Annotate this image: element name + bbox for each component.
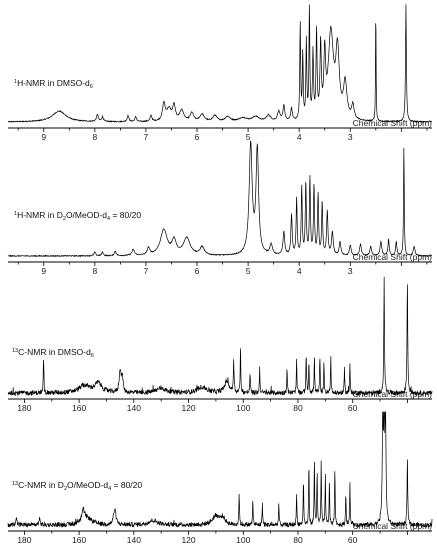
x-tick-label: 60 [348,403,358,413]
spectrum-trace [7,276,433,397]
spectrum-label: 1H-NMR in DMSO-d6 [14,78,93,90]
x-tick-label: 6 [195,266,200,276]
spectrum-label: 13C-NMR in DMSO-d6 [12,347,94,359]
x-tick-label: 8 [92,132,97,142]
x-tick-label: 8 [92,266,97,276]
x-tick-label: 140 [127,403,141,413]
x-tick-label: 120 [181,535,195,545]
x-tick-label: 3 [348,132,353,142]
x-tick-label: 160 [72,403,86,413]
x-axis-title: Chemical Shift (ppm) [353,521,433,531]
x-tick-label: 180 [17,535,31,545]
x-tick-label: 100 [236,535,250,545]
x-tick-label: 140 [127,535,141,545]
spectrum-panel-4: 180 160 140 120 100 80 60 Chemical Shift (ppm) 1… [7,411,433,545]
x-tick-label: 3 [348,266,353,276]
x-axis-title: Chemical Shift (ppm) [353,389,433,399]
spectrum-label: 13C-NMR in D2O/MeOD-d4 = 80/20 [12,480,142,492]
x-tick-label: 7 [144,266,149,276]
x-tick-label: 60 [348,535,358,545]
spectrum-trace [7,140,433,258]
x-tick-label: 80 [293,535,303,545]
spectrum-trace [7,411,433,529]
x-tick-label: 4 [297,266,302,276]
spectrum-label: 1H-NMR in D2O/MeOD-d4 = 80/20 [14,210,141,222]
spectrum-trace [7,4,432,123]
x-tick-label: 80 [293,403,303,413]
x-tick-label: 100 [236,403,250,413]
x-tick-label: 5 [246,266,251,276]
x-tick-label: 180 [17,403,31,413]
x-tick-label: 5 [246,132,251,142]
x-tick-label: 6 [195,132,200,142]
x-tick-label: 4 [297,132,302,142]
x-tick-label: 9 [41,266,46,276]
x-tick-label: 120 [181,403,195,413]
x-axis-title: Chemical Shift (ppm) [353,118,433,128]
x-axis-title: Chemical Shift (ppm) [353,252,433,262]
x-tick-label: 160 [72,535,86,545]
x-tick-label: 7 [144,132,149,142]
spectrum-panel-3: 180 160 140 120 100 80 60 Chemical Shift (ppm) 1… [7,276,433,413]
x-tick-label: 9 [41,132,46,142]
